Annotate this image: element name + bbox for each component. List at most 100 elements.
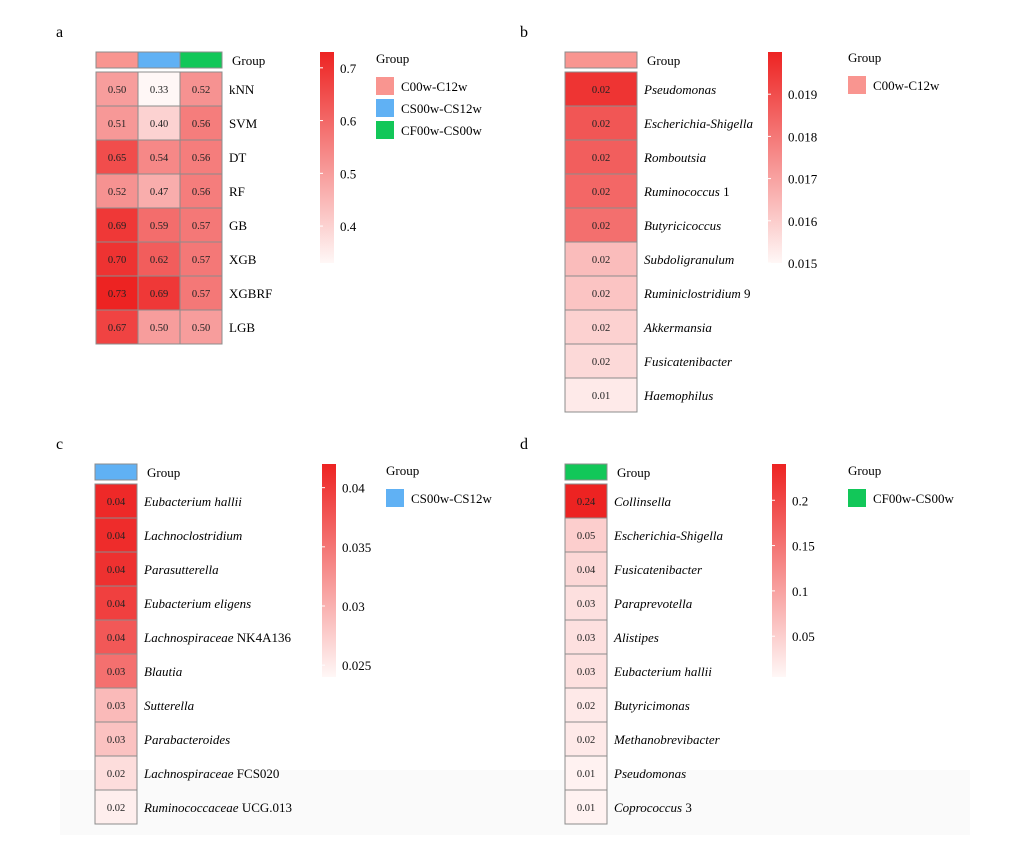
row-label-italic: Paraprevotella bbox=[613, 596, 693, 611]
row-label-italic: Ruminiclostridium bbox=[643, 286, 741, 301]
cell-value-c-0-0: 0.04 bbox=[107, 497, 126, 508]
heatmap-cell-d-2-0 bbox=[564, 551, 608, 587]
cell-value-a-7-2: 0.50 bbox=[192, 323, 210, 334]
heatmap-cell-a-0-0 bbox=[95, 71, 139, 107]
row-label-c-9: Ruminococcaceae UCG.013 bbox=[143, 800, 292, 815]
row-label-italic: Romboutsia bbox=[643, 150, 707, 165]
heatmap-cell-c-9-0 bbox=[94, 789, 138, 825]
background-band bbox=[60, 770, 970, 835]
heatmap-cell-a-4-0 bbox=[95, 207, 139, 243]
cell-value-c-1-0: 0.04 bbox=[107, 531, 126, 542]
heatmap-cell-b-2-0 bbox=[564, 139, 638, 175]
row-label-b-5: Subdoligranulum bbox=[644, 252, 734, 267]
row-label-a-7: LGB bbox=[229, 320, 255, 335]
panel-c: c Group 0.04 Eubacterium hallii 0.04 Lachnocl… bbox=[56, 436, 493, 825]
cell-value-d-2-0: 0.04 bbox=[577, 565, 596, 576]
row-label-italic: Lachnospiraceae bbox=[143, 766, 234, 781]
row-label-d-8: Pseudomonas bbox=[613, 766, 686, 781]
legend-label-c-0: CS00w-CS12w bbox=[411, 491, 493, 506]
cell-value-d-9-0: 0.01 bbox=[577, 803, 595, 814]
row-label-italic: Coprococcus bbox=[614, 800, 682, 815]
row-label-c-0: Eubacterium hallii bbox=[143, 494, 242, 509]
legend-swatch-a-2 bbox=[376, 121, 394, 139]
heatmap-cell-b-9-0 bbox=[564, 377, 638, 413]
row-label-a-2: DT bbox=[229, 150, 246, 165]
row-label-italic: Fusicatenibacter bbox=[613, 562, 703, 577]
row-label-italic: Butyricimonas bbox=[614, 698, 690, 713]
heatmap-cell-a-0-2 bbox=[179, 71, 223, 107]
heatmap-cell-a-7-0 bbox=[95, 309, 139, 345]
cell-value-c-7-0: 0.03 bbox=[107, 735, 125, 746]
row-label-b-1: Escherichia-Shigella bbox=[643, 116, 754, 131]
panel-letter-a: a bbox=[56, 24, 63, 41]
cell-value-a-6-2: 0.57 bbox=[192, 289, 210, 300]
row-label-b-9: Haemophilus bbox=[643, 388, 713, 403]
legend-title-c: Group bbox=[386, 463, 419, 478]
row-label-italic: Blautia bbox=[144, 664, 183, 679]
colorbar-tick-label-a-0: 0.7 bbox=[340, 61, 357, 76]
row-label-a-0: kNN bbox=[229, 82, 255, 97]
panel-a: a Group 0.50 0.33 0.52 kNN 0.51 0.40 0.56 SVM 0.65… bbox=[56, 24, 483, 345]
heatmap-cell-a-6-0 bbox=[95, 275, 139, 311]
legend-label-a-2: CF00w-CS00w bbox=[401, 123, 483, 138]
heatmap-cell-a-0-1 bbox=[137, 71, 181, 107]
colorbar-tick-label-a-2: 0.5 bbox=[340, 166, 356, 181]
cell-value-b-2-0: 0.02 bbox=[592, 153, 610, 164]
row-label-a-5: XGB bbox=[229, 252, 257, 267]
row-label-italic: Haemophilus bbox=[643, 388, 713, 403]
panel-letter-d: d bbox=[520, 436, 528, 453]
heatmap-cell-c-8-0 bbox=[94, 755, 138, 791]
heatmap-cell-b-7-0 bbox=[564, 309, 638, 345]
group-label-b: Group bbox=[647, 53, 680, 68]
heatmap-cell-c-2-0 bbox=[94, 551, 138, 587]
row-label-d-7: Methanobrevibacter bbox=[613, 732, 721, 747]
row-label-b-4: Butyricicoccus bbox=[644, 218, 721, 233]
heatmap-cell-d-4-0 bbox=[564, 619, 608, 655]
cell-value-a-0-0: 0.50 bbox=[108, 85, 126, 96]
row-label-b-3: Ruminococcus 1 bbox=[643, 184, 730, 199]
row-label-italic: Lachnoclostridium bbox=[143, 528, 242, 543]
row-label-italic: Ruminococcaceae bbox=[143, 800, 239, 815]
group-bar-a-1 bbox=[137, 51, 181, 69]
cell-value-d-1-0: 0.05 bbox=[577, 531, 595, 542]
heatmap-cell-b-3-0 bbox=[564, 173, 638, 209]
colorbar-tick-label-b-2: 0.017 bbox=[788, 172, 818, 187]
cell-value-b-1-0: 0.02 bbox=[592, 119, 610, 130]
group-bar-a-2 bbox=[179, 51, 223, 69]
colorbar-tick-label-a-1: 0.6 bbox=[340, 114, 357, 129]
row-label-b-6: Ruminiclostridium 9 bbox=[643, 286, 751, 301]
heatmap-cell-c-3-0 bbox=[94, 585, 138, 621]
row-label-c-4: Lachnospiraceae NK4A136 bbox=[143, 630, 291, 645]
colorbar-tick-label-a-3: 0.4 bbox=[340, 219, 357, 234]
cell-value-a-5-1: 0.62 bbox=[150, 255, 168, 266]
legend-swatch-c-0 bbox=[386, 489, 404, 507]
group-bar-a-0 bbox=[95, 51, 139, 69]
legend-swatch-d-0 bbox=[848, 489, 866, 507]
cell-value-c-4-0: 0.04 bbox=[107, 633, 126, 644]
legend-label-d-0: CF00w-CS00w bbox=[873, 491, 955, 506]
row-label-italic: Parasutterella bbox=[143, 562, 219, 577]
row-label-italic: Sutterella bbox=[144, 698, 195, 713]
cell-value-c-8-0: 0.02 bbox=[107, 769, 125, 780]
cell-value-a-4-2: 0.57 bbox=[192, 221, 210, 232]
heatmap-cell-a-5-1 bbox=[137, 241, 181, 277]
row-label-d-3: Paraprevotella bbox=[613, 596, 693, 611]
cell-value-a-2-1: 0.54 bbox=[150, 153, 169, 164]
cell-value-d-7-0: 0.02 bbox=[577, 735, 595, 746]
heatmap-cell-a-5-2 bbox=[179, 241, 223, 277]
heatmap-cell-c-4-0 bbox=[94, 619, 138, 655]
colorbar-tick-label-b-3: 0.016 bbox=[788, 214, 818, 229]
colorbar-tick-label-b-4: 0.015 bbox=[788, 256, 817, 271]
row-label-c-2: Parasutterella bbox=[143, 562, 219, 577]
row-label-d-6: Butyricimonas bbox=[614, 698, 690, 713]
heatmap-cell-d-0-0 bbox=[564, 483, 608, 519]
row-label-italic: Subdoligranulum bbox=[644, 252, 734, 267]
legend-label-a-0: C00w-C12w bbox=[401, 79, 468, 94]
cell-value-c-9-0: 0.02 bbox=[107, 803, 125, 814]
panel-d: d Group 0.24 Collinsella 0.05 Escherichia-Shi… bbox=[520, 436, 955, 825]
cell-value-a-3-0: 0.52 bbox=[108, 187, 126, 198]
row-label-italic: Pseudomonas bbox=[613, 766, 686, 781]
group-bar-b-0 bbox=[564, 51, 638, 69]
panel-letter-c: c bbox=[56, 436, 63, 453]
row-label-c-8: Lachnospiraceae FCS020 bbox=[143, 766, 279, 781]
